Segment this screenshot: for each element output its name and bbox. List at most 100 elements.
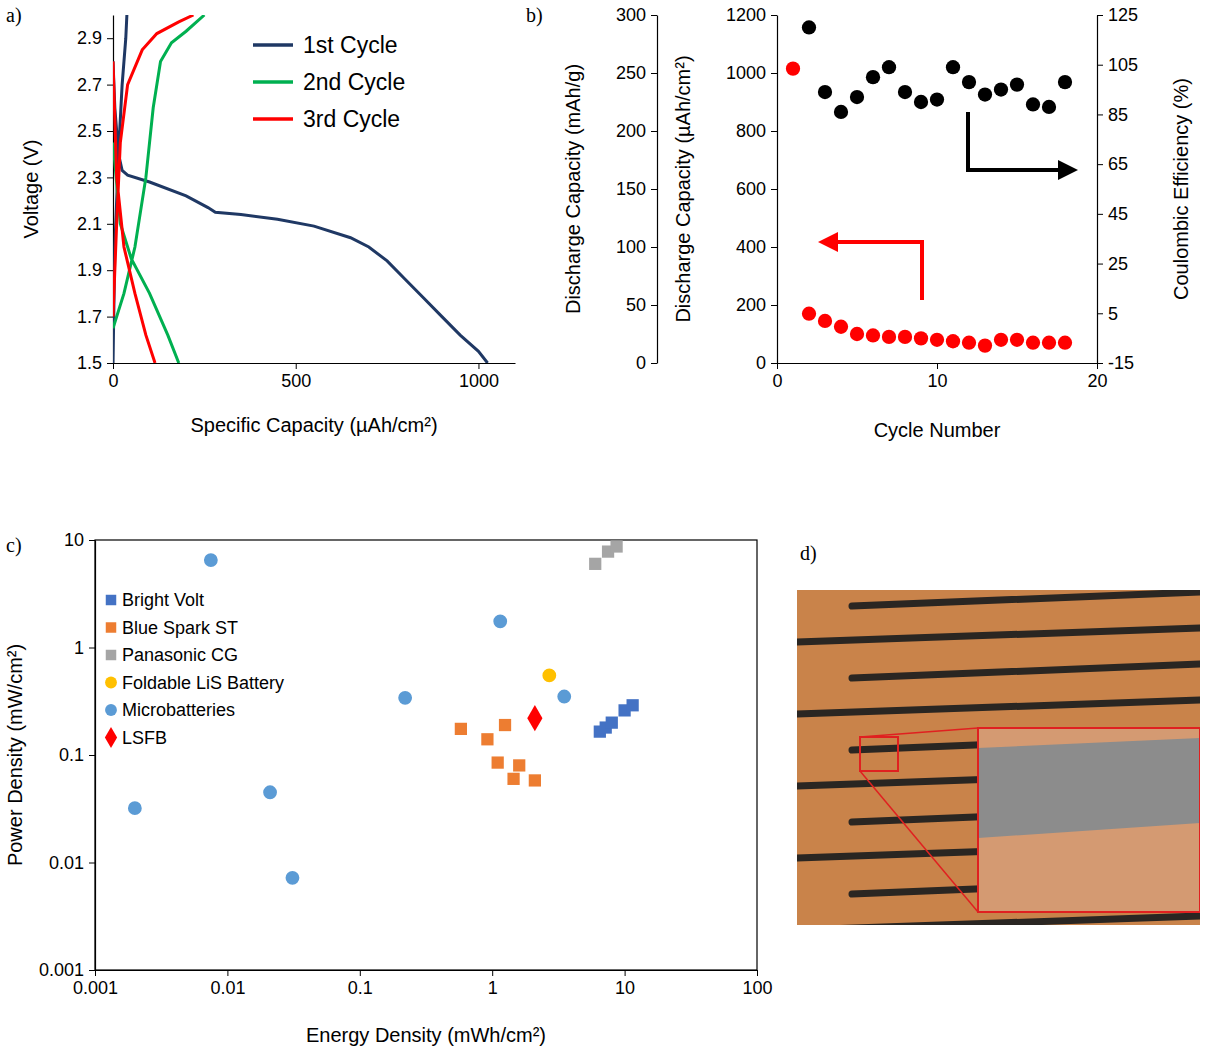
tick-label: 100 (742, 978, 772, 998)
tick: 0.01 (49, 853, 95, 873)
point (1010, 333, 1024, 347)
tick-mark (651, 189, 657, 190)
point (1026, 97, 1040, 111)
tick: 1000 (726, 63, 777, 83)
tick-label: 1 (488, 978, 498, 998)
tick: 1.7 (77, 307, 113, 327)
x-axis: 01020 (772, 363, 1107, 391)
tick: 2.9 (77, 28, 113, 48)
tick-label: 600 (736, 179, 766, 199)
tick: 1 (74, 638, 95, 658)
tick-mark (651, 247, 657, 248)
legend-swatch (105, 704, 117, 716)
point (802, 307, 816, 321)
photo (797, 590, 1200, 925)
point (946, 60, 960, 74)
point (802, 20, 816, 34)
legend-swatch (106, 650, 116, 660)
point (834, 320, 848, 334)
tick-mark (89, 755, 95, 756)
point (589, 558, 601, 570)
y3-axis-title: Discharge Capacity (mAh/g) (562, 64, 584, 314)
line (113, 15, 488, 363)
tick-mark (107, 270, 113, 271)
electrode-stripe (797, 700, 1200, 714)
tick-mark (95, 970, 96, 976)
tick: 500 (281, 363, 311, 391)
tick-label: 200 (736, 295, 766, 315)
y-axis: 1.51.71.92.12.32.52.72.9 (77, 16, 114, 374)
tick: 0 (772, 363, 782, 391)
tick: 10 (64, 530, 95, 550)
tick-mark (771, 247, 777, 248)
point (914, 95, 928, 109)
tick-label: 2.3 (77, 168, 102, 188)
panel-c: 0.0010.010.11101000.0010.010.1110Bright … (4, 530, 773, 1046)
point (606, 717, 618, 729)
tick-mark (107, 224, 113, 225)
point (882, 330, 896, 344)
tick-label: 1000 (726, 63, 766, 83)
point (914, 331, 928, 345)
line (113, 15, 204, 363)
tick-mark (771, 15, 777, 16)
y-axis-title: Discharge Capacity (µAh/cm²) (672, 55, 694, 322)
tick-label: 2.9 (77, 28, 102, 48)
y-axis: 020040060080010001200 (726, 5, 778, 373)
tick-mark (360, 970, 361, 976)
tick: 100 (742, 970, 772, 998)
legend-label: Blue Spark ST (122, 618, 238, 638)
x-axis-title: Energy Density (mWh/cm²) (306, 1024, 546, 1046)
zoom-line (860, 728, 978, 737)
tick-label: 50 (626, 295, 646, 315)
tick: 200 (736, 295, 777, 315)
legend-swatch (253, 117, 293, 121)
point (930, 333, 944, 347)
tick: 5 (1097, 304, 1118, 324)
plot-frame (95, 540, 757, 970)
line (113, 15, 193, 363)
point (492, 756, 504, 768)
tick-label: 10 (615, 978, 635, 998)
point (1010, 77, 1024, 91)
tick: 10 (927, 363, 947, 391)
tick: 300 (616, 5, 657, 25)
tick-mark (1097, 114, 1103, 115)
tick-label: 0 (772, 371, 782, 391)
point (994, 82, 1008, 96)
tick: 85 (1097, 105, 1128, 125)
tick: 2.5 (77, 121, 113, 141)
electrode-stripe (797, 628, 1200, 642)
tick: 0.01 (210, 970, 245, 998)
tick-label: 250 (616, 63, 646, 83)
point (866, 328, 880, 342)
arrows (828, 112, 1068, 300)
tick-mark (478, 363, 479, 369)
point (898, 85, 912, 99)
point (962, 75, 976, 89)
tick-mark (1097, 65, 1103, 66)
legend-label: Panasonic CG (122, 645, 238, 665)
point (481, 733, 493, 745)
tick-label: 400 (736, 237, 766, 257)
panel-label: a) (6, 4, 22, 27)
y-axis: 0.0010.010.1110 (39, 530, 96, 980)
tick-label: 10 (927, 371, 947, 391)
tick-label: 200 (616, 121, 646, 141)
point (493, 614, 507, 628)
tick: 250 (616, 63, 657, 83)
point (557, 690, 571, 704)
point (128, 801, 142, 815)
tick-label: 2.7 (77, 75, 102, 95)
tick-label: 2.1 (77, 214, 102, 234)
axis-line (95, 541, 96, 971)
tick: 0 (108, 363, 118, 391)
tick-mark (89, 540, 95, 541)
tick-label: 0 (636, 353, 646, 373)
tick-mark (89, 863, 95, 864)
tick-mark (771, 363, 777, 364)
tick: 0.1 (348, 970, 373, 998)
electrode-stripe (797, 916, 1200, 925)
tick: 2.3 (77, 168, 113, 188)
tick: 10 (615, 970, 635, 998)
